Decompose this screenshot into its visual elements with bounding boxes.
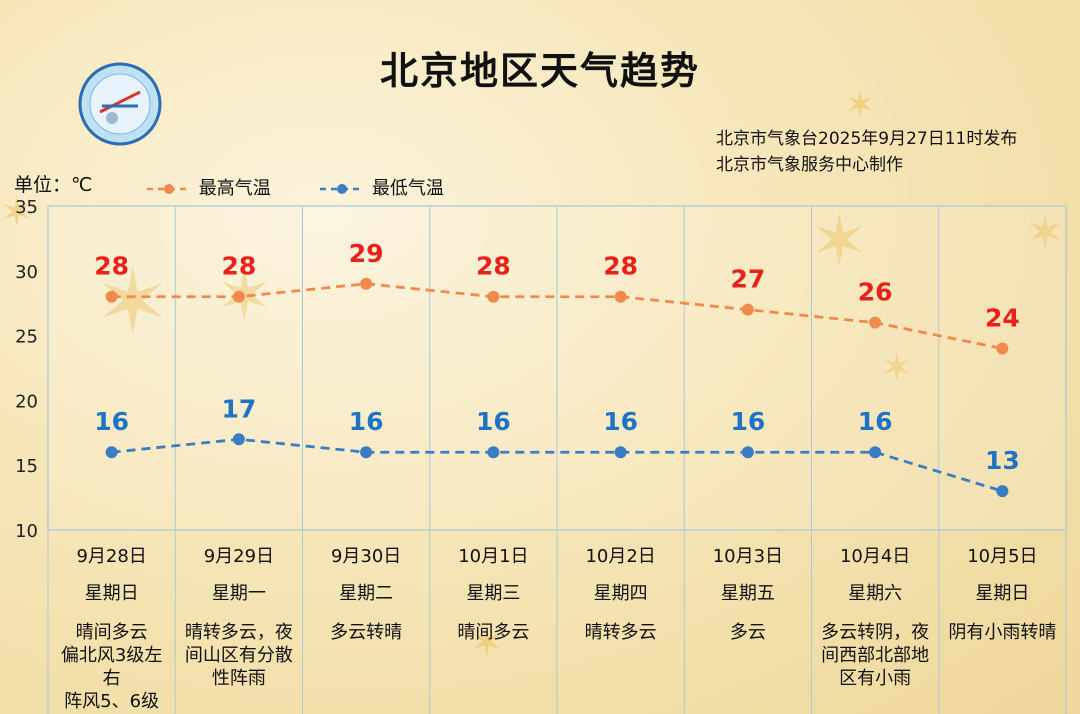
low-temp-point: [614, 446, 627, 459]
low-temp-point: [105, 446, 118, 459]
high-temp-label: 28: [94, 252, 129, 281]
day-date: 10月1日: [458, 546, 528, 567]
day-date: 9月30日: [331, 546, 401, 567]
day-weather-line: 间山区有分散: [185, 645, 293, 666]
low-temp-label: 16: [858, 407, 893, 436]
day-weekday: 星期日: [85, 583, 139, 604]
y-tick-label: 20: [15, 391, 38, 412]
high-temp-label: 24: [985, 304, 1020, 333]
high-temp-point: [105, 290, 118, 303]
legend-high-swatch: [147, 184, 191, 194]
low-temp-label: 16: [730, 407, 765, 436]
high-temp-point: [232, 290, 245, 303]
day-weather-line: 多云转晴: [330, 622, 402, 643]
low-temp-point: [869, 446, 882, 459]
publisher-line-2: 北京市气象服务中心制作: [716, 155, 903, 175]
low-temp-point: [360, 446, 373, 459]
day-weather-line: 间西部北部地: [821, 645, 929, 666]
day-weather-line: 晴转多云: [585, 622, 657, 643]
legend-low-label: 最低气温: [371, 178, 444, 199]
day-weather-line: 晴转多云，夜: [185, 622, 293, 643]
low-temp-point: [996, 485, 1009, 498]
high-temp-point: [741, 303, 754, 316]
low-temp-label: 16: [476, 407, 511, 436]
day-date: 9月28日: [76, 546, 146, 567]
day-weather-line: 阵风5、6级: [64, 691, 159, 712]
high-temp-label: 26: [858, 278, 893, 307]
low-temp-point: [487, 446, 500, 459]
low-temp-point: [741, 446, 754, 459]
day-date: 10月2日: [585, 546, 655, 567]
high-temp-label: 28: [476, 252, 511, 281]
day-weather-line: 偏北风3级左: [61, 645, 162, 666]
day-date: 10月5日: [967, 546, 1037, 567]
low-temp-label: 13: [985, 446, 1020, 475]
high-temp-label: 27: [730, 265, 765, 294]
y-tick-label: 10: [15, 521, 38, 542]
high-temp-label: 29: [349, 239, 384, 268]
high-temp-point: [996, 342, 1009, 355]
day-weekday: 星期四: [594, 583, 648, 604]
y-tick-label: 30: [15, 262, 38, 283]
y-tick-label: 15: [15, 456, 38, 477]
day-weather-line: 性阵雨: [212, 668, 266, 689]
day-weather-line: 晴间多云: [76, 622, 148, 643]
y-tick-label: 25: [15, 327, 38, 348]
page-title: 北京地区天气趋势: [379, 49, 700, 93]
day-weather-line: 多云转阴，夜: [821, 622, 929, 643]
low-temp-label: 16: [94, 407, 129, 436]
high-temp-point: [360, 277, 373, 290]
day-weekday: 星期五: [721, 583, 775, 604]
day-weekday: 星期三: [466, 583, 520, 604]
day-weekday: 星期二: [339, 583, 393, 604]
low-temp-label: 16: [603, 407, 638, 436]
day-date: 10月4日: [840, 546, 910, 567]
day-weekday: 星期日: [975, 583, 1029, 604]
low-temp-label: 17: [221, 394, 256, 423]
day-weather-line: 多云: [730, 622, 766, 643]
day-weather-line: 阴有小雨转晴: [948, 622, 1056, 643]
day-weekday: 星期一: [212, 583, 266, 604]
legend-low-swatch: [320, 184, 365, 194]
low-temp-line: [111, 437, 1003, 493]
unit-label: 单位：℃: [14, 174, 93, 196]
low-temp-label: 16: [349, 407, 384, 436]
high-temp-point: [614, 290, 627, 303]
day-weather-line: 区有小雨: [839, 668, 911, 689]
day-date: 10月3日: [713, 546, 783, 567]
legend-high-label: 最高气温: [198, 178, 271, 199]
low-temp-point: [232, 433, 245, 446]
day-weather-line: 右: [103, 668, 121, 689]
meteorological-service-logo-icon: [78, 62, 162, 146]
day-date: 9月29日: [204, 546, 274, 567]
high-temp-point: [487, 290, 500, 303]
day-weekday: 星期六: [848, 583, 902, 604]
high-temp-label: 28: [221, 252, 256, 281]
publisher-line-1: 北京市气象台2025年9月27日11时发布: [716, 129, 1018, 149]
y-tick-label: 35: [15, 197, 38, 218]
high-temp-label: 28: [603, 252, 638, 281]
day-weather-line: 晴间多云: [457, 622, 529, 643]
high-temp-point: [869, 316, 882, 329]
legend: 最高气温 最低气温: [145, 174, 444, 200]
